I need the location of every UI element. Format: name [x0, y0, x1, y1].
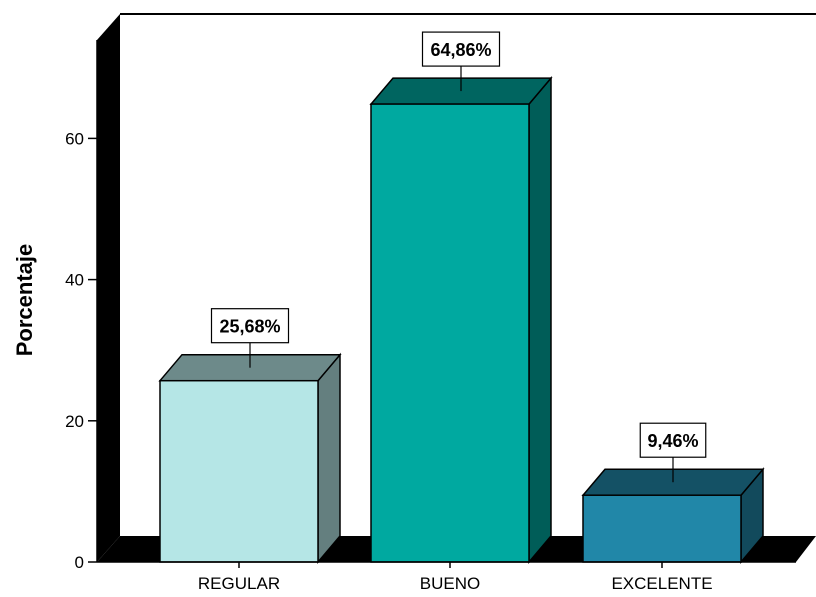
bar-excelente: 9,46% [581, 422, 765, 565]
x-axis-labels: REGULAR BUENO EXCELENTE [97, 561, 796, 593]
bar-front [370, 103, 530, 563]
x-tick-label: REGULAR [198, 574, 280, 593]
bar-bueno: 64,86% [369, 31, 553, 565]
data-label-box [210, 308, 290, 344]
bars-group: 25,68% 64,86% 9,46% [158, 31, 765, 565]
data-label: 64,86% [430, 40, 491, 60]
back-wall-side [97, 14, 120, 562]
y-tick-label: 40 [65, 271, 84, 290]
bar-front [159, 379, 319, 563]
x-tick-label: EXCELENTE [611, 574, 712, 593]
y-tick-label: 0 [75, 553, 84, 572]
data-label-box [421, 31, 501, 67]
y-axis: 0 20 40 60 [65, 40, 98, 572]
bar-regular: 25,68% [158, 308, 342, 565]
data-label: 25,68% [219, 317, 280, 337]
data-label-box [639, 422, 707, 458]
y-tick-label: 20 [65, 412, 84, 431]
y-axis-title: Porcentaje [12, 244, 37, 357]
data-label: 9,46% [647, 431, 698, 451]
y-tick-label: 60 [65, 129, 84, 148]
bar-side [317, 352, 341, 565]
bar-side [528, 76, 552, 565]
bar-front [582, 494, 742, 563]
x-tick-label: BUENO [420, 574, 480, 593]
